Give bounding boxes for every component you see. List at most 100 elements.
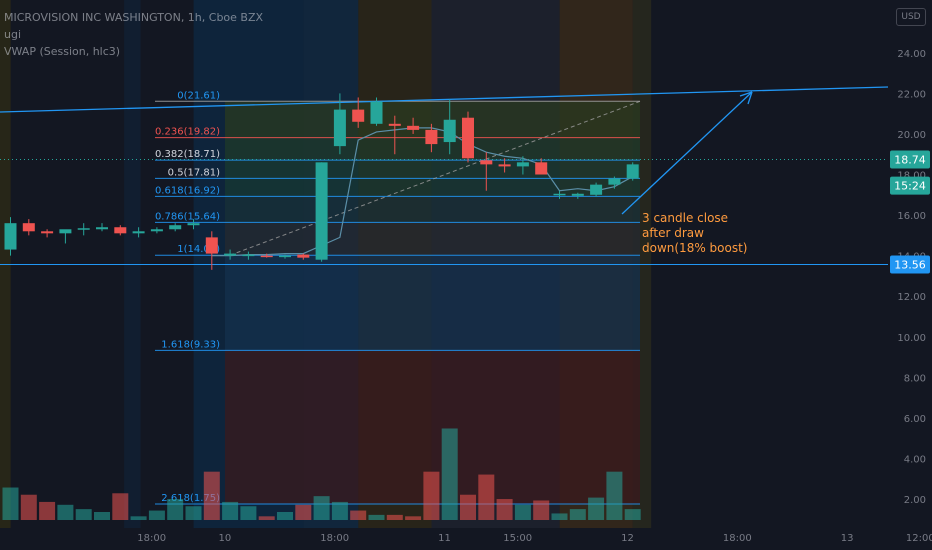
candle	[260, 253, 273, 258]
candle-body	[626, 164, 639, 179]
x-tick-label: 13	[841, 533, 854, 544]
volume-bar	[368, 514, 385, 520]
x-tick-label: 18:00	[137, 533, 166, 544]
fib-level-label: 0.5(17.81)	[168, 167, 220, 178]
candle-body	[59, 229, 72, 234]
candle-body	[480, 160, 493, 165]
x-tick-label: 18:00	[723, 533, 752, 544]
candle	[516, 156, 529, 175]
volume-bar	[496, 499, 513, 520]
candle	[388, 115, 401, 155]
volume-bar	[2, 487, 19, 520]
candle-body	[114, 227, 127, 234]
y-tick-label: 12.00	[897, 292, 926, 303]
volume-bar	[112, 493, 129, 520]
trend-line	[0, 86, 889, 113]
volume-bar	[331, 501, 348, 520]
candle-body	[315, 162, 328, 260]
candle-body	[352, 109, 365, 122]
price-badge	[890, 176, 930, 195]
x-tick-label: 12	[621, 533, 634, 544]
volume-bar	[75, 509, 92, 520]
vwap-indicator-title: VWAP (Session, hlc3)	[4, 45, 121, 58]
y-tick-label: 10.00	[897, 333, 926, 344]
candle	[498, 158, 511, 173]
projection-arrow	[621, 91, 753, 215]
volume-bar	[551, 513, 568, 520]
candle	[41, 229, 54, 238]
volume-bar	[203, 471, 220, 520]
candle	[333, 93, 346, 155]
fib-level-label: 0(21.61)	[177, 90, 220, 101]
candle	[224, 249, 237, 260]
candle-body	[407, 125, 420, 130]
y-tick-label: 18.00	[897, 171, 926, 182]
candle-body	[260, 255, 273, 258]
chart-annotation: 3 candle close after draw down(18% boost…	[642, 211, 748, 256]
annotation-line-1: 3 candle close	[642, 211, 729, 225]
candle-body	[462, 117, 474, 159]
candle-body	[4, 223, 17, 250]
candle-body	[297, 254, 310, 258]
volume-bar	[148, 510, 165, 520]
y-tick-label: 20.00	[897, 130, 926, 141]
volume-bar	[94, 512, 110, 520]
candle	[315, 162, 328, 262]
price-badge-label: 15:24	[894, 180, 926, 193]
price-badge-label: 13.56	[894, 259, 926, 272]
volume-bar	[405, 516, 422, 520]
candle	[114, 225, 127, 236]
candle	[22, 219, 35, 236]
x-tick-label: 11	[438, 533, 451, 544]
time-axis-bg	[0, 528, 888, 550]
candle-body	[132, 231, 145, 234]
fib-level-label: 0.236(19.82)	[155, 127, 220, 138]
candle-body	[205, 237, 218, 254]
candle	[407, 117, 420, 134]
volume-bar	[20, 494, 37, 520]
volume-bar	[423, 471, 440, 520]
x-tick-label: 15:00	[503, 533, 532, 544]
candle	[480, 152, 493, 191]
fib-zone-fill	[225, 222, 640, 256]
candle	[443, 99, 456, 155]
candle	[205, 231, 218, 270]
candle	[4, 217, 17, 256]
volume-bar	[277, 512, 293, 520]
volume-bar	[350, 510, 367, 520]
volume-bar	[57, 504, 74, 520]
candle	[571, 192, 584, 199]
fib-level-label: 0.786(15.64)	[155, 211, 220, 222]
price-badge-label: 18.74	[894, 154, 926, 167]
volume-bar	[240, 506, 257, 520]
candle-body	[242, 254, 255, 257]
candle	[553, 190, 566, 199]
candle-body	[224, 253, 237, 256]
fib-zone-fill	[225, 196, 640, 223]
volume-bar	[624, 509, 641, 520]
candle	[297, 253, 310, 260]
projection-arrow-head	[739, 91, 753, 105]
volume-bar	[533, 500, 550, 520]
vwap-line	[211, 127, 633, 257]
candle-body	[22, 223, 35, 232]
candle-body	[96, 227, 108, 230]
candle-body	[77, 228, 90, 230]
candle	[242, 251, 255, 260]
candle	[279, 254, 291, 259]
candle-body	[388, 123, 401, 126]
volume-bar	[386, 514, 403, 520]
price-axis-bg	[888, 0, 932, 550]
currency-unit-button[interactable]: USD	[896, 8, 926, 26]
annotation-line-2: after draw	[642, 226, 704, 240]
candle-body	[169, 225, 182, 230]
volume-bar	[441, 428, 458, 520]
candle-body	[498, 164, 511, 167]
x-tick-label: 12:00	[906, 533, 932, 544]
price-badge	[890, 150, 930, 169]
price-badge	[890, 255, 930, 274]
y-tick-label: 22.00	[897, 89, 926, 100]
volume-bar	[167, 499, 184, 520]
candle-body	[516, 162, 529, 167]
